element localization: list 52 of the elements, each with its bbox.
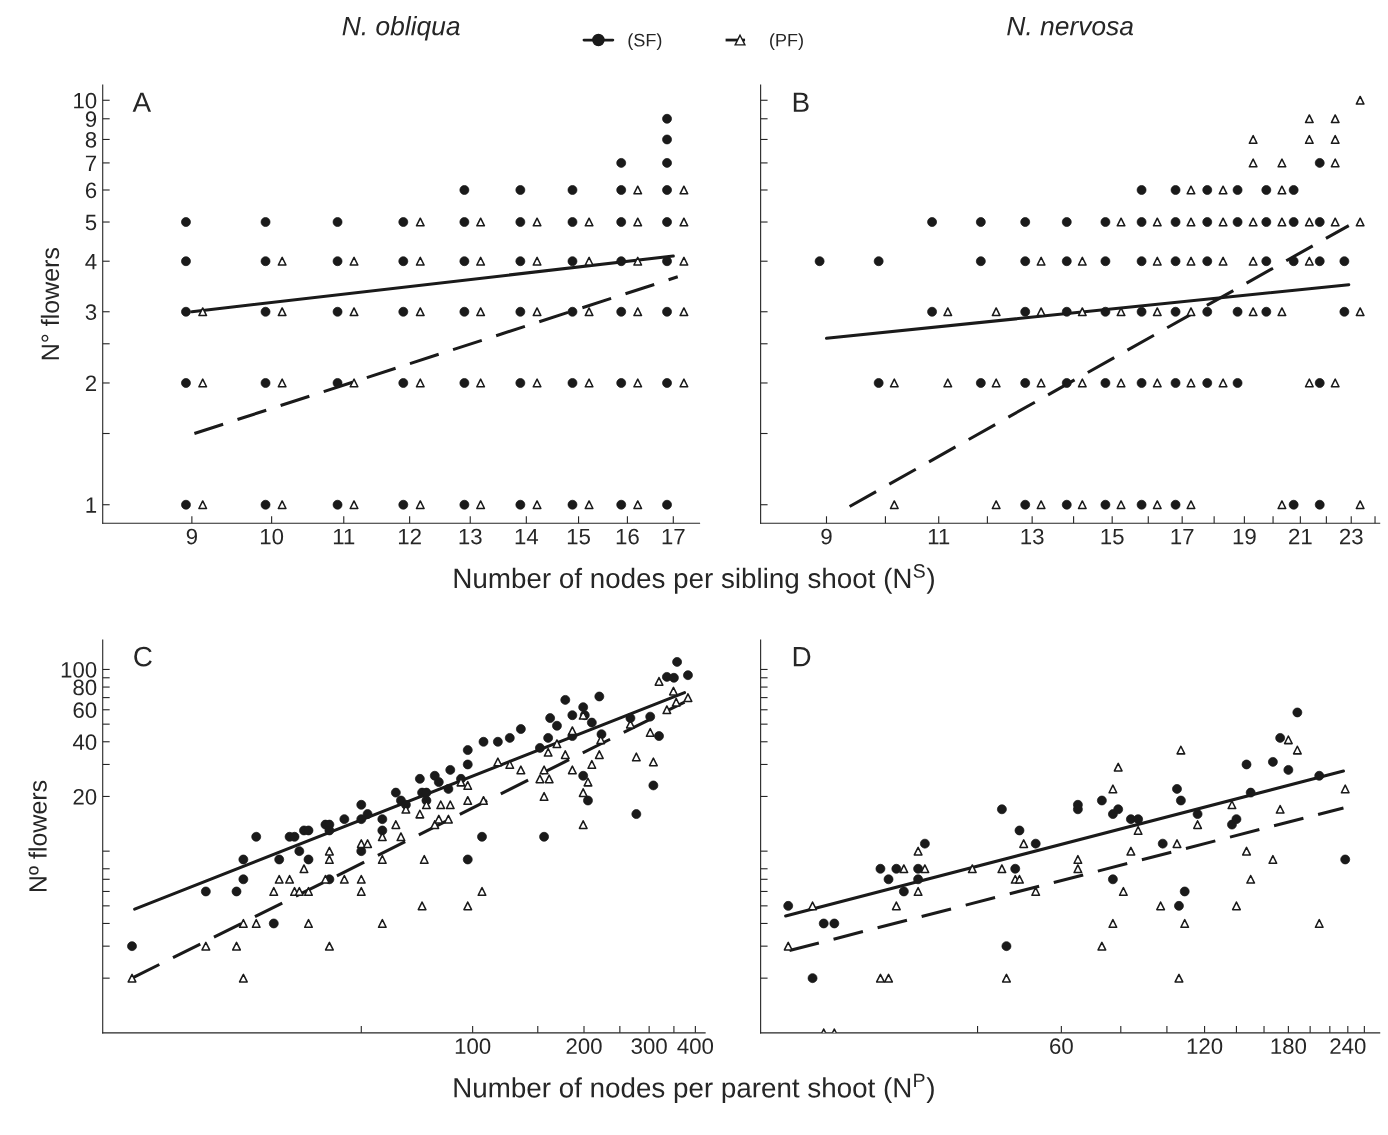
y-tick-label: 2 (85, 375, 97, 392)
y-tick-label: 8 (85, 131, 97, 148)
y-tick-label: 80 (73, 679, 97, 696)
x-tick-label: 100 (455, 1038, 491, 1055)
x-tick-label: 11 (333, 528, 355, 545)
x-tick-label: 15 (567, 528, 590, 545)
x-tick-label: 12 (398, 528, 421, 545)
y-tick-label: 40 (72, 734, 97, 751)
x-tick-label: 13 (1021, 528, 1044, 545)
x-tick-label: 120 (1187, 1038, 1223, 1055)
x-tick-label: 19 (1233, 528, 1256, 545)
y-tick-label: 3 (85, 304, 97, 321)
annotation: A (132, 92, 152, 112)
x-tick-label: 9 (821, 528, 832, 545)
annotation: D (793, 647, 811, 667)
y-tick-label: 10 (74, 92, 97, 109)
x-tick-label: 14 (515, 528, 539, 545)
legend-label: (PF) (770, 33, 803, 51)
y-tick-label: 60 (73, 702, 97, 719)
y-axis-title: Nº flowers (28, 780, 47, 892)
x-tick-label: 17 (1171, 528, 1194, 545)
chart-title: N. nervosa (1007, 16, 1134, 36)
x-tick-label: 23 (1339, 528, 1363, 545)
x-tick-label: 11 (928, 528, 950, 545)
x-axis-title: Number of nodes per sibling shoot (N$^{S}$) (454, 564, 934, 594)
y-tick-label: 9 (85, 111, 97, 128)
x-tick-label: 13 (459, 528, 482, 545)
x-tick-label: 60 (1050, 1038, 1073, 1055)
y-tick-label: 7 (85, 155, 97, 171)
y-tick-label: 6 (85, 182, 97, 199)
x-tick-label: 21 (1289, 528, 1312, 545)
chart-title: N. obliqua (342, 16, 460, 41)
annotation: C (134, 646, 152, 667)
x-tick-label: 17 (662, 528, 685, 545)
y-tick-label: 100 (61, 661, 97, 678)
x-tick-label: 9 (186, 528, 197, 545)
x-tick-label: 200 (566, 1038, 602, 1055)
x-tick-label: 15 (1101, 528, 1124, 545)
x-tick-label: 16 (616, 528, 639, 545)
y-tick-label: 4 (85, 253, 97, 270)
legend-label: (SF) (628, 33, 662, 51)
x-tick-label: 180 (1271, 1038, 1307, 1055)
x-tick-label: 10 (260, 528, 284, 545)
annotation: B (793, 92, 809, 112)
y-tick-label: 20 (73, 788, 97, 805)
y-tick-label: 1 (86, 497, 97, 513)
x-tick-label: 400 (677, 1038, 714, 1055)
x-axis-title: Number of nodes per parent shoot (N$^{P}$) (454, 1073, 934, 1104)
y-axis-title: N° flowers (40, 247, 60, 360)
x-tick-label: 300 (631, 1038, 667, 1055)
x-tick-label: 240 (1330, 1038, 1366, 1055)
y-tick-label: 5 (85, 214, 97, 231)
